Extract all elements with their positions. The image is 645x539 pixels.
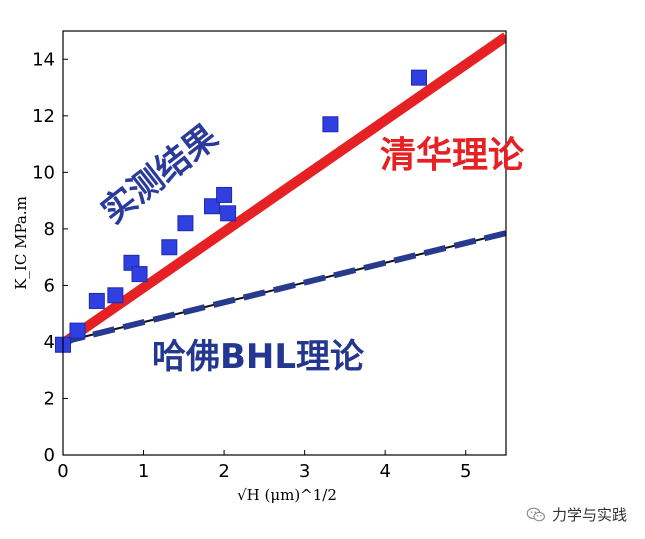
measured-point xyxy=(322,116,339,133)
measured-point xyxy=(411,69,428,86)
y-axis-label: K_IC MPa.m xyxy=(12,196,30,290)
measured-point xyxy=(161,239,178,256)
y-tick-label: 8 xyxy=(44,219,55,240)
plot-frame xyxy=(62,30,507,456)
measured-annotation: 实测结果 xyxy=(94,117,226,232)
x-axis-label: √H (μm)^1/2 xyxy=(237,486,337,504)
y-tick-label: 0 xyxy=(44,445,55,466)
y-tick-label: 10 xyxy=(32,162,55,183)
y-tick-label: 14 xyxy=(32,49,55,70)
x-tick-label: 3 xyxy=(299,461,310,482)
x-tick-label: 5 xyxy=(460,461,471,482)
measured-point xyxy=(216,186,233,203)
x-tick-label: 0 xyxy=(57,461,68,482)
harvard-theory-line xyxy=(63,230,506,345)
tsinghua-theory-line xyxy=(63,32,506,348)
harvard-annotation: 哈佛BHL理论 xyxy=(152,337,365,377)
y-tick-label: 4 xyxy=(44,332,55,353)
x-tick-label: 2 xyxy=(218,461,229,482)
measured-point xyxy=(107,287,124,304)
scatter-points-group xyxy=(55,69,428,353)
measured-point xyxy=(204,198,221,215)
measured-point xyxy=(220,205,237,222)
measured-point xyxy=(69,322,86,339)
x-tick-label: 1 xyxy=(138,461,149,482)
watermark-text: 力学与实践 xyxy=(551,506,627,524)
measured-point xyxy=(177,215,194,232)
measured-point xyxy=(131,266,148,283)
y-tick-label: 6 xyxy=(44,275,55,296)
y-tick-label: 2 xyxy=(44,388,55,409)
y-tick-label: 12 xyxy=(32,106,55,127)
watermark: 力学与实践 xyxy=(526,504,627,525)
measured-point xyxy=(88,292,105,309)
x-tick-label: 4 xyxy=(379,461,390,482)
wechat-icon xyxy=(526,507,545,521)
tsinghua-annotation: 清华理论 xyxy=(380,135,525,176)
series-lines-group xyxy=(63,32,506,348)
